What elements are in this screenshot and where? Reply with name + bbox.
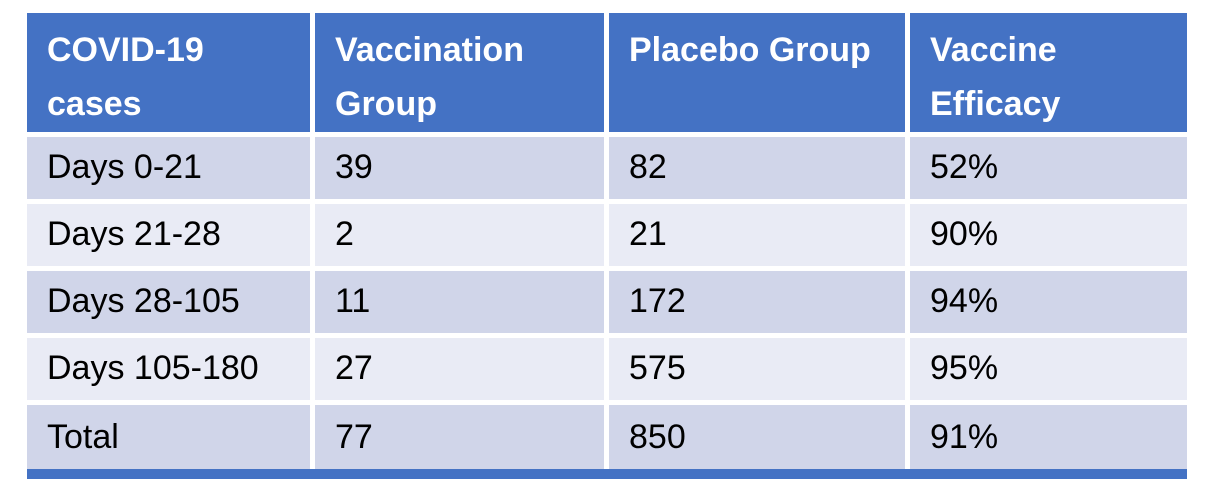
efficacy-value-cell: 91% (910, 404, 1187, 471)
row-label-cell: Days 28-105 (27, 270, 310, 333)
efficacy-value-cell: 90% (910, 203, 1187, 266)
efficacy-value-cell: 94% (910, 270, 1187, 333)
table-row-days-0-21: Days 0-21 39 82 52% (27, 136, 1187, 199)
table-row-days-28-105: Days 28-105 11 172 94% (27, 270, 1187, 333)
row-label-cell: Days 105-180 (27, 337, 310, 400)
row-label-cell: Days 0-21 (27, 136, 310, 199)
efficacy-value-cell: 52% (910, 136, 1187, 199)
placebo-value-cell: 850 (609, 404, 905, 471)
header-cell-vaccine-efficacy: Vaccine Efficacy (910, 13, 1187, 132)
placebo-value-cell: 575 (609, 337, 905, 400)
table-row-days-105-180: Days 105-180 27 575 95% (27, 337, 1187, 400)
row-label-cell: Total (27, 404, 310, 471)
placebo-value-cell: 172 (609, 270, 905, 333)
header-cell-placebo-group: Placebo Group (609, 13, 905, 132)
placebo-value-cell: 21 (609, 203, 905, 266)
placebo-value-cell: 82 (609, 136, 905, 199)
vaccination-value-cell: 39 (315, 136, 604, 199)
table-row-days-21-28: Days 21-28 2 21 90% (27, 203, 1187, 266)
table-row-total: Total 77 850 91% (27, 404, 1187, 471)
efficacy-value-cell: 95% (910, 337, 1187, 400)
header-cell-vaccination-group: Vaccination Group (315, 13, 604, 132)
covid-efficacy-table: COVID-19 cases Vaccination Group Placebo… (22, 8, 1192, 476)
vaccination-value-cell: 77 (315, 404, 604, 471)
vaccination-value-cell: 2 (315, 203, 604, 266)
vaccination-value-cell: 11 (315, 270, 604, 333)
table-bottom-accent-bar (27, 469, 1187, 479)
header-cell-covid-cases: COVID-19 cases (27, 13, 310, 132)
table-header-row: COVID-19 cases Vaccination Group Placebo… (27, 13, 1187, 132)
row-label-cell: Days 21-28 (27, 203, 310, 266)
vaccination-value-cell: 27 (315, 337, 604, 400)
